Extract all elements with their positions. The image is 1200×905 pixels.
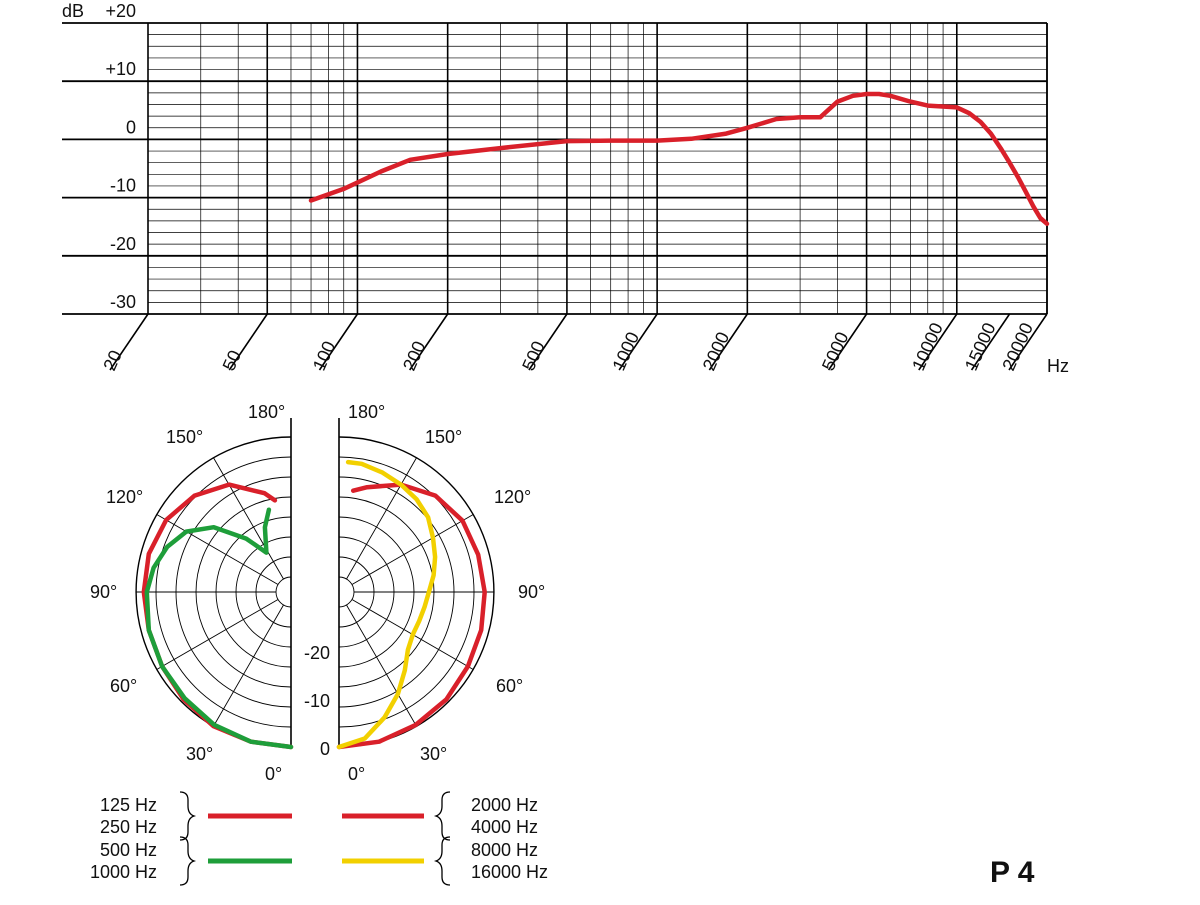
x-tick [918,313,958,371]
x-tick [228,313,268,371]
y-tick-label: -10 [110,176,136,196]
polar-angle-label: 150° [425,427,462,447]
legend-brace [433,791,451,841]
polar-angle-label: 120° [494,487,531,507]
x-tick-label: 5000 [818,329,853,374]
polar-spoke [346,457,417,580]
legend-brace [179,791,197,841]
polar-diagram: 180° 150° 120° 90° 60° 30° 0° 180° 150° 120° 90° 60… [90,402,545,784]
x-tick [970,313,1011,371]
x-tick [827,313,868,371]
polar-spoke [213,604,284,727]
polar-spoke [156,599,279,670]
x-tick-label: 500 [518,338,548,374]
legend-label: 4000 Hz [471,817,538,837]
legend-label: 8000 Hz [471,840,538,860]
polar-angle-label: 90° [90,582,117,602]
polar-angle-label: 30° [420,744,447,764]
frequency-response-line [308,91,1050,227]
x-tick-label: 10000 [908,320,947,374]
polar-series-4 [336,459,438,750]
polar-angle-label: 60° [110,676,137,696]
polar-series-3 [336,482,487,750]
x-tick-label: 1000 [609,329,644,374]
legend-label: 1000 Hz [90,862,157,882]
polar-angle-label: 150° [166,427,203,447]
legend-brace [433,836,451,886]
x-tick [618,313,658,371]
polar-radial-label: -20 [304,643,330,663]
polar-spoke [213,457,284,580]
x-tick [109,313,149,371]
polar-spoke [156,514,279,585]
legend-label: 2000 Hz [471,795,538,815]
polar-angle-label: 120° [106,487,143,507]
y-tick-label: -30 [110,292,136,312]
frequency-curve-group [308,91,1050,227]
x-tick-label: 200 [399,338,429,374]
y-tick-label: -20 [110,234,136,254]
x-tick [1008,313,1048,371]
model-label: P 4 [990,856,1035,889]
x-tick-label: 100 [309,338,339,374]
x-tick [708,313,748,371]
polar-series-2 [144,507,294,750]
legend-label: 125 Hz [100,795,157,815]
polar-spoke [346,604,417,727]
polar-angle-label: 180° [348,402,385,422]
polar-spoke [351,514,474,585]
polar-split-gap [292,418,338,748]
x-tick-label: 2000 [699,329,734,374]
polar-angle-label: 60° [496,676,523,696]
x-tick [528,313,568,371]
legend-label: 250 Hz [100,817,157,837]
y-tick-label: +10 [105,59,136,79]
legend-label: 500 Hz [100,840,157,860]
x-unit-label: Hz [1047,356,1069,376]
polar-angle-label: 0° [265,764,282,784]
y-tick-label: +20 [105,1,136,21]
legend-brace [179,836,197,886]
polar-angle-label: 30° [186,744,213,764]
legend-label: 16000 Hz [471,862,548,882]
polar-angle-label: 90° [518,582,545,602]
y-unit-label: dB [62,1,84,21]
polar-radial-label: -10 [304,691,330,711]
y-tick-label: 0 [126,117,136,137]
polar-radial-label: 0 [320,739,330,759]
x-tick [409,313,449,371]
polar-center-ring [338,576,355,608]
polar-series-1 [141,482,294,750]
x-tick [318,313,359,371]
x-tick-label: 15000 [961,320,1000,374]
polar-center-ring [275,576,292,608]
polar-angle-label: 0° [348,764,365,784]
polar-angle-label: 180° [248,402,285,422]
x-tick-label: 20000 [998,320,1037,374]
